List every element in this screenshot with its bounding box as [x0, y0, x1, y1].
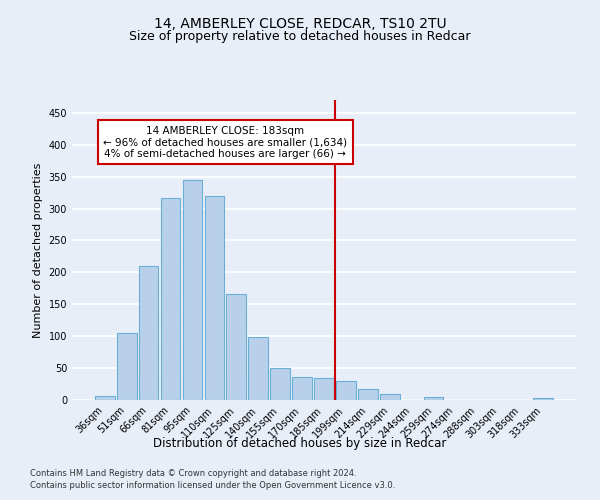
Bar — [226, 294, 246, 400]
Bar — [424, 397, 443, 400]
Bar — [182, 180, 202, 400]
Text: 14 AMBERLEY CLOSE: 183sqm
← 96% of detached houses are smaller (1,634)
4% of sem: 14 AMBERLEY CLOSE: 183sqm ← 96% of detac… — [103, 126, 347, 158]
Text: 14, AMBERLEY CLOSE, REDCAR, TS10 2TU: 14, AMBERLEY CLOSE, REDCAR, TS10 2TU — [154, 18, 446, 32]
Bar — [139, 266, 158, 400]
Bar — [292, 377, 312, 400]
Bar — [205, 196, 224, 400]
Bar — [117, 333, 137, 400]
Bar — [161, 198, 181, 400]
Bar — [358, 389, 378, 400]
Text: Distribution of detached houses by size in Redcar: Distribution of detached houses by size … — [154, 438, 446, 450]
Text: Contains HM Land Registry data © Crown copyright and database right 2024.: Contains HM Land Registry data © Crown c… — [30, 468, 356, 477]
Text: Contains public sector information licensed under the Open Government Licence v3: Contains public sector information licen… — [30, 481, 395, 490]
Bar — [270, 368, 290, 400]
Bar — [95, 396, 115, 400]
Bar — [533, 398, 553, 400]
Text: Size of property relative to detached houses in Redcar: Size of property relative to detached ho… — [129, 30, 471, 43]
Bar — [314, 378, 334, 400]
Bar — [380, 394, 400, 400]
Bar — [336, 381, 356, 400]
Bar — [248, 338, 268, 400]
Y-axis label: Number of detached properties: Number of detached properties — [33, 162, 43, 338]
